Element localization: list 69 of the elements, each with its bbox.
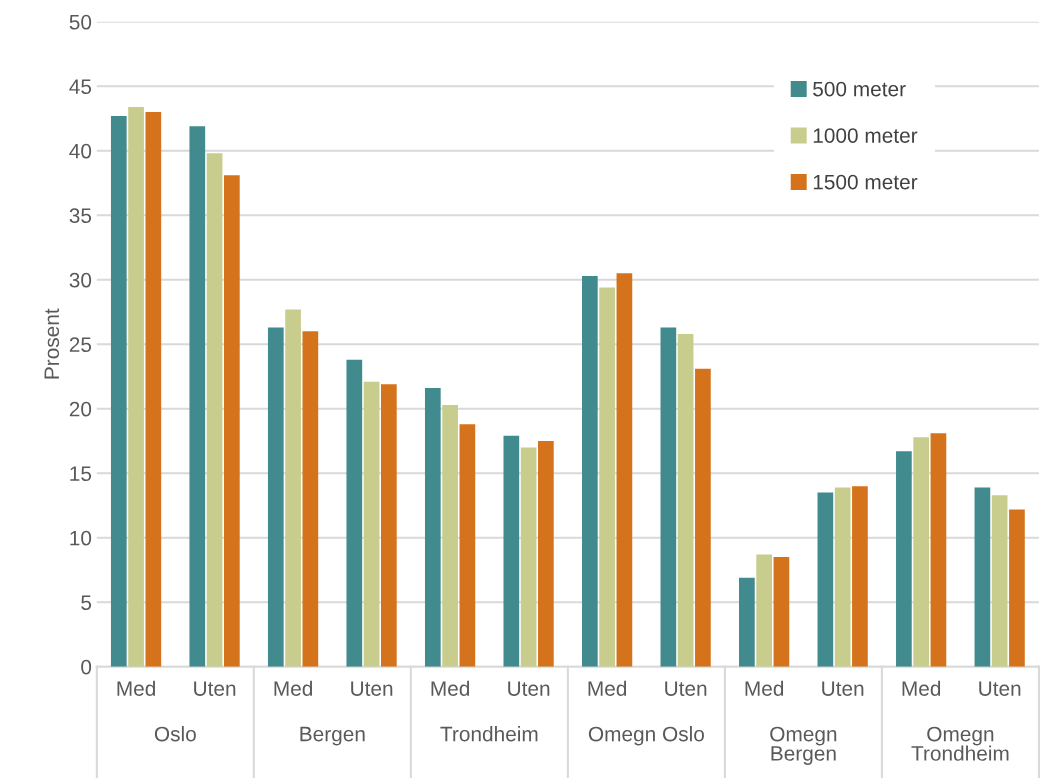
bar	[363, 381, 380, 667]
text: Trondheim	[440, 726, 538, 742]
legend-label: 1000 meter	[813, 128, 918, 143]
y-tick-label: 35	[69, 208, 92, 224]
y-axis-title: Prosent	[44, 308, 60, 379]
legend-label: 1500 meter	[813, 174, 918, 190]
x-tick-label: Uten	[351, 681, 393, 696]
x-tick-label: Uten	[194, 681, 236, 696]
bar	[817, 492, 834, 667]
y-tick-label: 40	[69, 143, 92, 159]
x-tick-label: Uten	[508, 681, 550, 696]
bar	[660, 327, 677, 667]
y-tick-label: 25	[69, 337, 92, 353]
y-tick-label: 5	[81, 595, 92, 610]
bar	[974, 487, 991, 667]
bar	[677, 333, 694, 667]
y-tick-label: 50	[69, 14, 92, 30]
text: Bergen	[300, 726, 365, 746]
bar	[538, 441, 554, 667]
bar	[459, 424, 476, 667]
text: Oslo	[154, 726, 196, 742]
bar	[913, 437, 930, 667]
bar	[599, 287, 615, 667]
bar	[267, 327, 284, 667]
x-tick-label: Uten	[979, 681, 1021, 696]
bar	[224, 175, 240, 667]
x-tick-label: Uten	[665, 681, 707, 696]
legend-label: 500 meter	[813, 81, 906, 97]
bar	[302, 331, 319, 667]
text: Omegn Bergen	[770, 726, 837, 765]
bar	[852, 486, 868, 667]
bar	[145, 112, 162, 667]
bar	[695, 368, 711, 667]
y-tick-label: 15	[70, 466, 92, 482]
bar	[616, 273, 633, 667]
bar	[834, 487, 851, 667]
bar	[128, 106, 144, 667]
y-tick-label: 20	[69, 401, 92, 417]
bar	[442, 404, 458, 667]
text: Omegn Oslo	[588, 726, 704, 746]
bar	[110, 115, 127, 667]
text: Omegn Trondheim	[911, 726, 1009, 761]
bar	[756, 554, 772, 667]
x-tick-label: Med	[117, 680, 155, 696]
bar	[503, 435, 520, 667]
bar	[346, 359, 363, 667]
y-tick-label: 45	[69, 79, 92, 95]
bar	[424, 388, 441, 667]
bar	[773, 557, 790, 667]
bar	[930, 433, 947, 667]
bar	[285, 309, 301, 667]
x-tick-label: Med	[588, 680, 627, 696]
x-tick-label: Uten	[822, 681, 864, 696]
bar	[991, 495, 1008, 667]
bar	[896, 451, 912, 667]
x-tick-label: Med	[745, 680, 784, 696]
x-tick-label: Med	[902, 680, 941, 696]
bar	[520, 447, 537, 667]
y-tick-label: 0	[81, 659, 92, 675]
bar	[206, 153, 223, 667]
bar	[381, 384, 397, 667]
bar	[1009, 509, 1025, 667]
bar	[582, 275, 598, 667]
y-tick-label: 30	[69, 272, 92, 288]
x-tick-label: Med	[274, 680, 313, 696]
y-tick-label: 10	[70, 530, 92, 546]
bar	[189, 126, 206, 667]
x-tick-label: Med	[431, 680, 470, 696]
bar	[739, 577, 755, 667]
